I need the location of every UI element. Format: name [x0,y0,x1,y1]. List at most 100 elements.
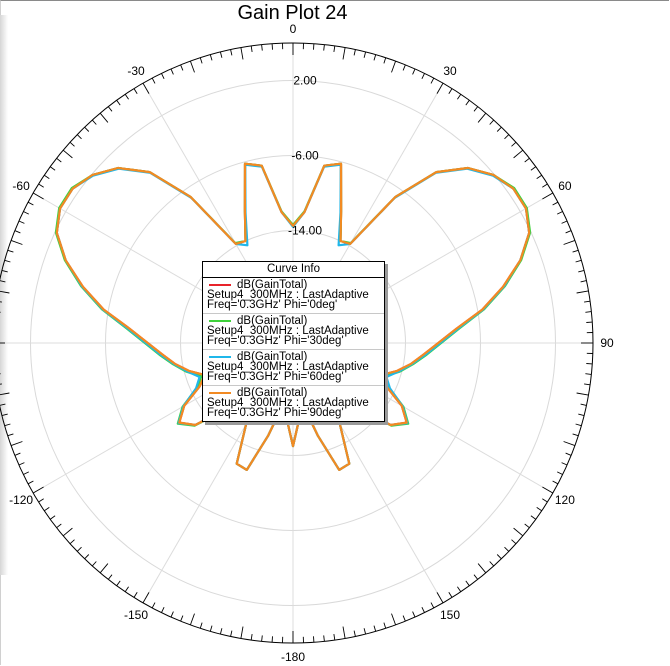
angle-label: -30 [127,64,145,78]
angle-tick [199,622,203,629]
angle-tick [391,60,397,73]
angle-tick [576,290,589,294]
angle-tick [561,462,568,466]
angle-tick [116,580,121,586]
angle-tick [10,239,23,245]
angle-tick [402,64,406,71]
angle-tick [189,613,195,626]
angle-tick [342,626,346,639]
angle-tick [465,100,470,106]
angle-tick [1,269,8,273]
angle-tick [391,613,397,626]
angle-tick [189,60,195,73]
angle-tick [240,626,244,639]
angle-tick [563,239,576,245]
angle-tick [557,211,563,215]
angle-tick [584,383,591,386]
angle-tick [473,574,479,580]
angle-tick [180,64,184,71]
legend-line1: dB(GainTotal) [237,351,308,363]
angle-tick [32,486,44,494]
angle-tick [373,54,377,61]
legend-line2: Setup4_300MHz : LastAdaptive [207,361,369,373]
angle-tick [565,452,572,456]
angle-tick [91,561,97,567]
angle-tick [565,230,572,234]
angle-tick [552,480,559,485]
angle-tick [133,88,138,94]
angle-tick [161,73,165,79]
curve-info-legend[interactable]: Curve Info dB(GainTotal) Setup4_300MHz :… [202,261,385,422]
gain-curve [55,162,531,471]
angle-tick [0,403,6,406]
angle-tick [219,628,223,635]
angle-tick [84,554,90,560]
angle-tick [561,220,568,224]
angle-tick [578,413,585,417]
angle-tick [124,94,129,100]
legend-swatch [209,284,231,286]
angle-tick [0,311,1,313]
angle-tick [76,134,82,140]
angle-tick [84,126,90,132]
legend-entry: dB(GainTotal) Setup4_300MHz : LastAdapti… [203,386,384,421]
angle-tick [4,423,11,427]
angle-tick [542,498,548,503]
angle-tick [151,77,156,84]
angle-tick [373,625,377,632]
angle-tick [32,192,44,200]
angle-tick [0,290,10,294]
angle-tick [477,563,487,574]
radial-labels: 2.00 -6.00 -14.00 [288,74,322,238]
angle-tick [323,635,325,642]
angle-ticks [0,43,593,643]
angle-tick [14,230,21,234]
angle-tick [575,423,582,427]
legend-line1: dB(GainTotal) [237,279,308,291]
angle-tick [513,527,524,537]
angle-tick [436,592,444,604]
angle-tick [576,392,589,396]
angle-tick [496,554,502,560]
angle-tick [496,126,502,132]
angle-label: 150 [440,608,460,622]
angle-tick [161,607,165,613]
angle-tick [580,280,587,283]
angle-tick [333,45,336,52]
angle-tick [62,149,73,159]
angle-tick [412,68,416,75]
legend-entry: dB(GainTotal) Setup4_300MHz : LastAdapti… [203,350,384,386]
legend-title: Curve Info [203,262,384,278]
angle-tick [585,311,592,313]
legend-entry: dB(GainTotal) Setup4_300MHz : LastAdapti… [203,278,384,314]
angle-tick [261,44,263,51]
angle-tick [489,561,495,567]
angle-tick [530,515,536,520]
angle-tick [575,259,582,263]
legend-line3: Freq='0.3GHz' Phi='60deg' [207,371,344,383]
angle-tick [76,546,82,552]
angle-label: -120 [9,493,33,507]
angle-tick [489,119,495,125]
angle-tick [524,157,530,163]
angle-tick [473,106,479,112]
angle-tick [56,157,62,163]
angle-tick [448,88,453,94]
legend-line3: Freq='0.3GHz' Phi='90deg' [207,407,344,419]
angle-tick [430,602,435,609]
angle-tick [62,527,73,537]
legend-swatch [209,356,231,358]
angle-tick [38,183,44,188]
angle-tick [342,47,346,60]
legend-swatch [209,392,231,394]
angle-tick [7,433,14,437]
angle-tick [530,166,536,171]
angle-tick [572,249,579,253]
angle-label: -60 [12,179,30,193]
angle-tick [421,607,425,613]
angle-tick [353,630,356,637]
legend-swatch [209,320,231,322]
angle-tick [91,119,97,125]
legend-line2: Setup4_300MHz : LastAdaptive [207,397,369,409]
angle-label: 0 [290,22,297,36]
